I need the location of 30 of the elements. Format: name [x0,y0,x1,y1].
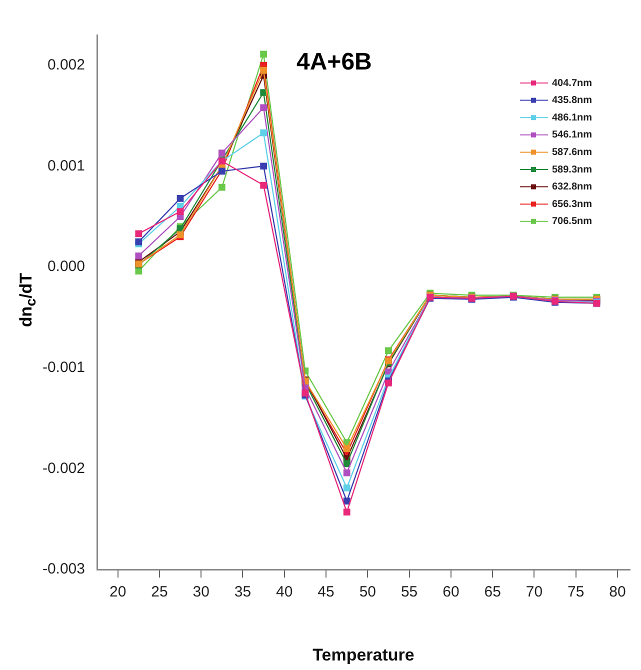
legend-label: 486.1nm [552,112,592,124]
x-tick-label: 75 [568,584,584,601]
x-axis-title: Temperature [312,645,414,664]
x-tick-label: 55 [400,584,418,601]
y-tick-label: -0.001 [42,359,85,376]
x-tick-label: 35 [234,584,252,601]
x-tick-label: 80 [609,584,626,601]
y-tick-label: -0.002 [42,460,85,477]
legend-label: 404.7nm [552,78,592,89]
text: 4A+6B [296,48,372,76]
x-tick-label: 40 [276,584,293,601]
y-tick-label: 0.001 [47,157,85,174]
legend-label: 435.8nm [552,95,592,106]
x-tick-label: 60 [442,584,460,601]
legend-label: 706.5nm [552,216,592,228]
x-tick-label: 45 [318,584,334,601]
legend-label: 546.1nm [552,130,592,141]
legend-label: 656.3nm [552,198,592,210]
x-tick-label: 25 [151,584,168,601]
x-tick-label: 50 [359,584,376,601]
legend-label: 632.8nm [552,182,592,193]
legend-label: 589.3nm [552,164,592,176]
legend-label: 587.6nm [552,146,592,158]
y-tick-label: 0.002 [47,56,85,74]
y-tick-label: -0.003 [42,560,85,578]
x-tick-label: 30 [192,584,210,601]
x-tick-label: 65 [484,584,501,601]
y-tick-label: 0.000 [47,258,85,276]
x-tick-label: 70 [526,584,543,601]
x-tick-label: 20 [109,584,126,601]
